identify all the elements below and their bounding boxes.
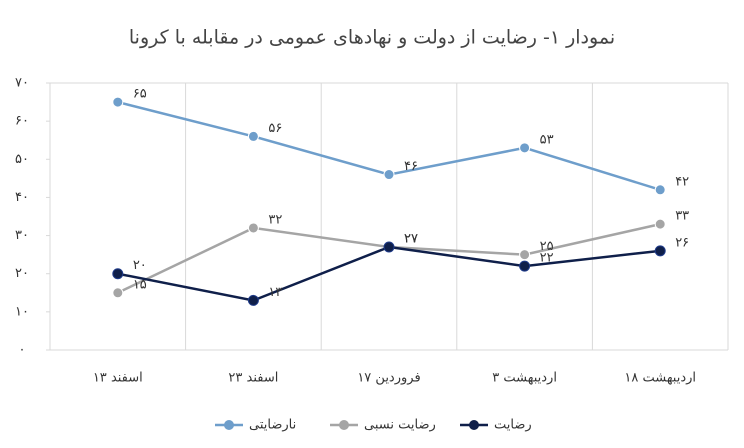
data-point [112, 287, 124, 299]
data-label: ۲۷ [404, 232, 418, 247]
data-label: ۶۵ [133, 87, 147, 102]
legend-marker [339, 420, 349, 430]
data-point [247, 130, 259, 142]
data-point [247, 222, 259, 234]
x-tick-label: ۱۳ اسفند [93, 371, 143, 386]
data-point [112, 96, 124, 108]
data-point [519, 260, 531, 272]
data-label: ۲۶ [675, 235, 689, 250]
y-tick-label: ۱۰ [15, 304, 29, 319]
data-label: ۴۶ [404, 159, 418, 174]
data-point [519, 249, 531, 261]
data-point [654, 218, 666, 230]
data-point [519, 142, 531, 154]
y-tick-label: ۷۰ [15, 76, 29, 91]
x-tick-label: ۱۸ اردیبهشت [624, 371, 696, 386]
y-tick-label: ۴۰ [15, 190, 29, 205]
y-tick-label: ۰ [19, 343, 26, 358]
data-point [112, 268, 124, 280]
data-label: ۲۲ [540, 251, 554, 266]
data-label: ۵۶ [268, 121, 282, 136]
data-label: ۳۲ [268, 212, 282, 227]
data-label: ۲۵ [540, 239, 554, 254]
y-tick-label: ۳۰ [15, 228, 29, 243]
data-point [383, 169, 395, 181]
data-label: ۱۵ [133, 277, 147, 292]
y-tick-label: ۲۰ [15, 266, 29, 281]
y-tick-label: ۵۰ [15, 152, 29, 167]
x-tick-label: ۳ اردیبهشت [492, 371, 557, 386]
chart-title: نمودار ۱- رضایت از دولت و نهادهای عمومی … [129, 27, 615, 49]
data-label: ۵۳ [540, 132, 554, 147]
x-tick-label: ۱۷ فروردین [357, 371, 420, 386]
data-label: ۱۳ [268, 285, 282, 300]
data-label: ۲۰ [133, 258, 147, 273]
legend-label: رضایت [494, 418, 532, 433]
data-label: ۲۷ [404, 232, 418, 247]
y-tick-label: ۶۰ [15, 114, 29, 129]
legend-marker [469, 420, 479, 430]
legend-label: نارضایتی [249, 418, 296, 433]
legend-marker [224, 420, 234, 430]
data-label: ۴۲ [675, 174, 689, 189]
legend-label: رضایت نسبی [364, 418, 436, 433]
data-point [247, 294, 259, 306]
data-point [654, 245, 666, 257]
data-label: ۳۳ [675, 209, 689, 224]
x-tick-label: ۲۳ اسفند [228, 371, 278, 386]
data-point [383, 241, 395, 253]
data-point [654, 184, 666, 196]
series-line [117, 222, 661, 294]
